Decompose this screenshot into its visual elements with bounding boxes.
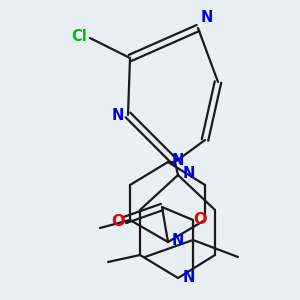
Text: N: N [172, 153, 184, 168]
Text: N: N [172, 233, 184, 248]
Text: N: N [182, 271, 195, 286]
Text: Cl: Cl [71, 29, 87, 44]
Text: N: N [201, 10, 213, 25]
Text: N: N [182, 166, 195, 181]
Text: O: O [112, 214, 125, 229]
Text: N: N [112, 107, 124, 122]
Text: O: O [194, 212, 207, 227]
